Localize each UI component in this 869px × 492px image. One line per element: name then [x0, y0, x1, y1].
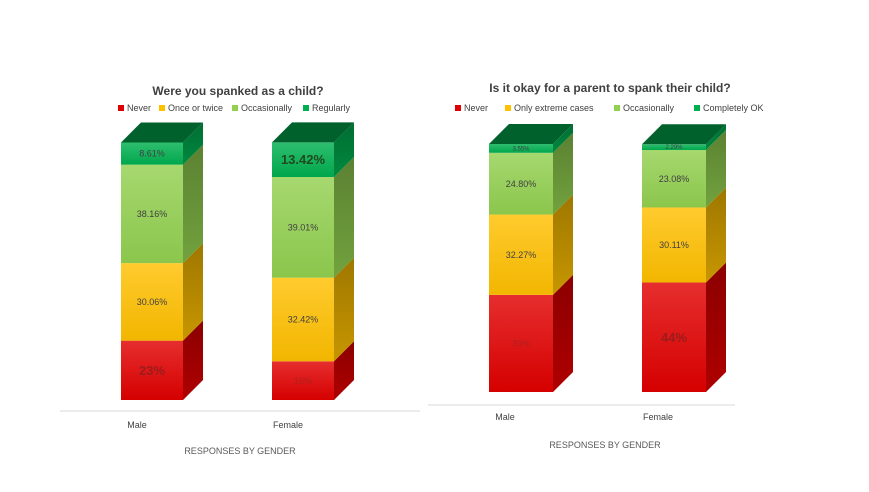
bar-segment-side [553, 194, 573, 295]
bar-segment-side [183, 122, 203, 165]
data-label: 13.42% [281, 152, 326, 167]
bar-stack-male: 39% 32.27% 24.80% 3.55% [489, 123, 573, 392]
data-label: 23% [139, 363, 165, 378]
bar-segment [489, 294, 553, 392]
legend-swatch [505, 105, 511, 111]
bar-segment [272, 361, 334, 400]
legend-label: Never [127, 103, 151, 113]
legend-label: Occasionally [241, 103, 293, 113]
data-label: 3.55% [512, 146, 530, 152]
bar-segment [272, 277, 334, 362]
bar-stack-male: 23% 30.06% 38.16% 8.61% [121, 122, 203, 400]
data-label: 30.11% [659, 240, 689, 250]
bar-segment-side [553, 132, 573, 215]
bar-segment [642, 207, 706, 283]
bar-segment [489, 152, 553, 215]
bar-segment [121, 340, 183, 400]
legend-label: Never [464, 103, 488, 113]
bar-segment [489, 143, 553, 153]
bar-top-face [642, 124, 726, 145]
legend-swatch [303, 105, 309, 111]
bar-segment-side [334, 157, 354, 278]
bar-segment-side [706, 129, 726, 208]
bar-segment-side [334, 122, 354, 178]
bar-segment-side [334, 341, 354, 400]
bar-segment [272, 177, 334, 278]
bar-segment-side [334, 257, 354, 362]
bar-segment-side [183, 320, 203, 400]
bar-segment-side [183, 144, 203, 264]
bar-segment-side [553, 123, 573, 153]
legend-label: Only extreme cases [514, 103, 594, 113]
legend-label: Completely OK [703, 103, 764, 113]
data-label: 30.06% [137, 297, 168, 307]
bar-stack-female: 15% 32.42% 39.01% 13.42% [272, 122, 354, 400]
bar-segment-side [706, 262, 726, 392]
data-label: 8.61% [139, 149, 165, 159]
data-label: 32.42% [288, 315, 319, 325]
data-label: 44% [661, 330, 687, 345]
data-label: 32.27% [506, 250, 537, 260]
legend-swatch [455, 105, 461, 111]
bar-segment [272, 142, 334, 178]
x-tick-label: Female [273, 420, 303, 430]
bar-top-face [272, 122, 354, 143]
legend-swatch [694, 105, 700, 111]
bar-segment-side [183, 243, 203, 341]
legend-swatch [232, 105, 238, 111]
bar-top-face [489, 123, 573, 144]
data-label: 39% [512, 339, 530, 349]
bar-segment [642, 149, 706, 208]
bar-segment-side [706, 187, 726, 283]
bar-segment-side [553, 274, 573, 392]
bar-segment [121, 263, 183, 341]
data-label: 39.01% [288, 222, 319, 232]
data-label: 23.08% [659, 174, 690, 184]
bar-top-face [121, 122, 203, 143]
data-label: 2.29% [665, 145, 683, 151]
legend-swatch [614, 105, 620, 111]
data-label: 24.80% [506, 179, 537, 189]
bar-segment [121, 142, 183, 165]
x-axis-title: RESPONSES BY GENDER [549, 440, 661, 450]
legend-label: Regularly [312, 103, 351, 113]
legend-label: Once or twice [168, 103, 223, 113]
chart-title: Is it okay for a parent to spank their c… [489, 81, 730, 95]
legend-swatch [118, 105, 124, 111]
legend-label: Occasionally [623, 103, 675, 113]
chart-title: Were you spanked as a child? [152, 84, 323, 98]
bar-segment [121, 164, 183, 264]
legend-swatch [159, 105, 165, 111]
bar-segment [642, 282, 706, 392]
bar-segment [642, 144, 706, 150]
x-tick-label: Male [127, 420, 147, 430]
x-tick-label: Male [495, 412, 515, 422]
x-axis-title: RESPONSES BY GENDER [184, 446, 296, 456]
data-label: 38.16% [137, 209, 168, 219]
x-tick-label: Female [643, 412, 673, 422]
bar-segment [489, 214, 553, 295]
data-label: 15% [294, 376, 312, 386]
bar-stack-female: 44% 30.11% 23.08% 2.29% [642, 124, 726, 392]
bar-segment-side [706, 124, 726, 150]
